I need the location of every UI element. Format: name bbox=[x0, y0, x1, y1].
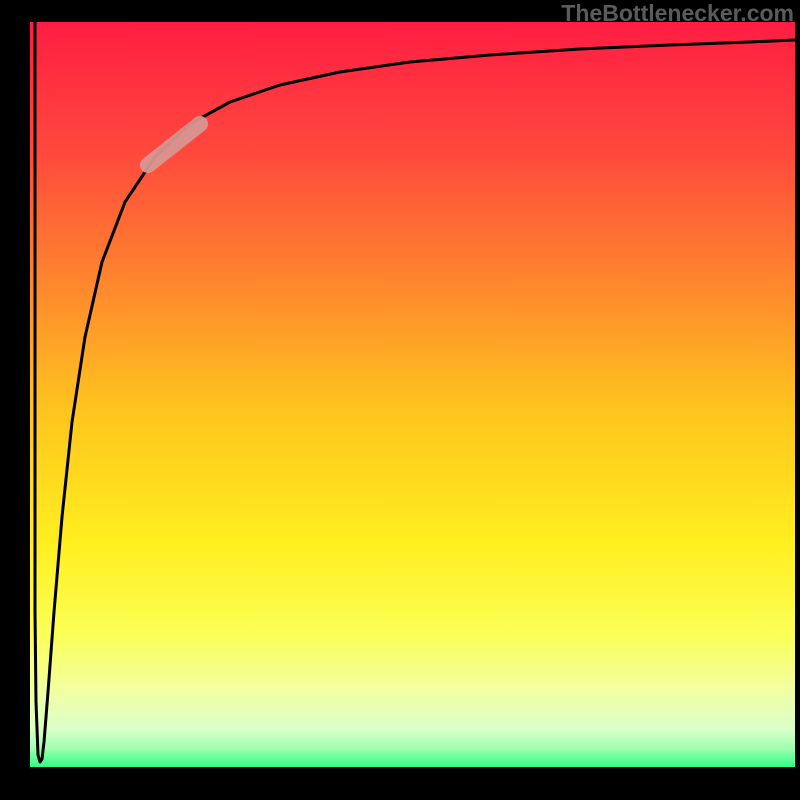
chart-frame: TheBottlenecker.com bbox=[0, 0, 800, 800]
bottleneck-curve-chart bbox=[30, 22, 795, 767]
watermark-text: TheBottlenecker.com bbox=[561, 0, 794, 27]
plot-area bbox=[30, 22, 795, 767]
gradient-background bbox=[30, 22, 795, 767]
